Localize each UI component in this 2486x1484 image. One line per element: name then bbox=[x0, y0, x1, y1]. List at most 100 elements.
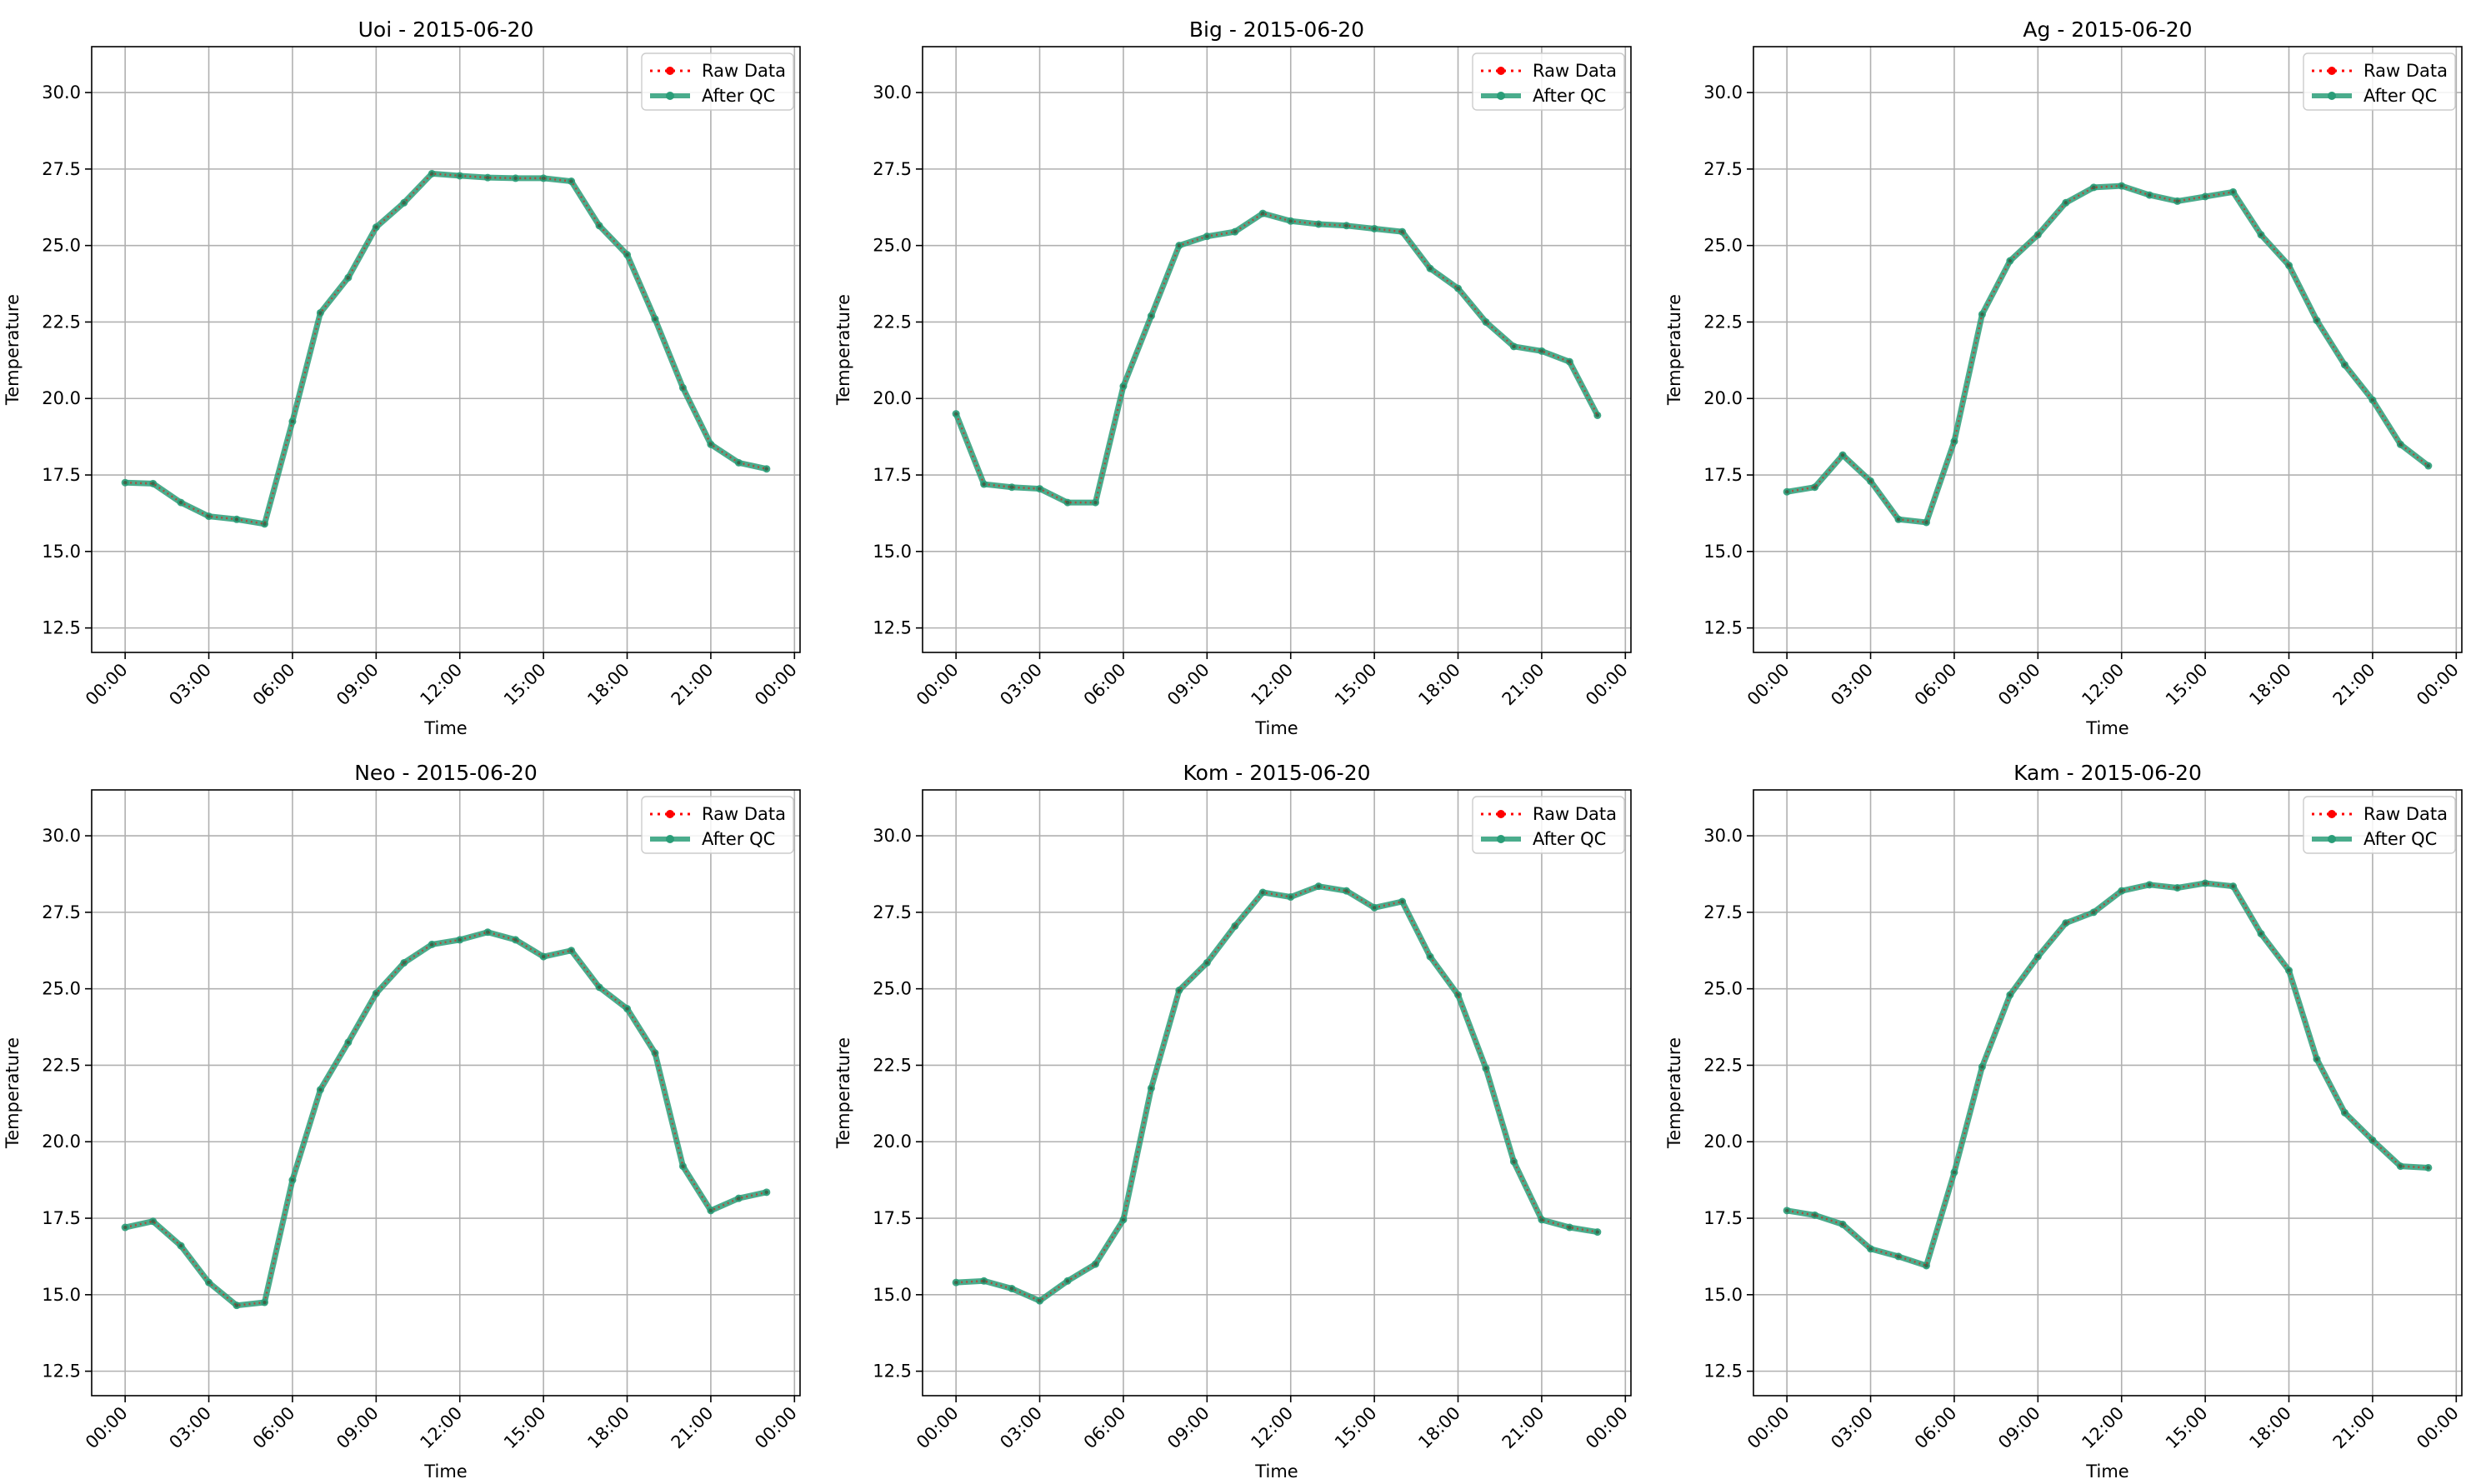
legend-raw-marker bbox=[2328, 810, 2336, 818]
x-tick-label: 09:00 bbox=[1163, 1403, 1213, 1453]
raw-data-point bbox=[485, 175, 490, 180]
chart-title: Ag - 2015-06-20 bbox=[2023, 17, 2192, 42]
x-tick-label: 00:00 bbox=[913, 1403, 963, 1453]
raw-data-point bbox=[1177, 243, 1182, 247]
x-tick-label: 18:00 bbox=[1414, 660, 1464, 710]
x-tick-label: 18:00 bbox=[583, 660, 633, 710]
y-tick-label: 22.5 bbox=[873, 1055, 912, 1075]
raw-data-point bbox=[1456, 992, 1460, 997]
axes-frame bbox=[922, 789, 1632, 1397]
raw-data-point bbox=[1038, 1298, 1042, 1303]
x-tick-label: 18:00 bbox=[1414, 1403, 1464, 1453]
raw-data-point bbox=[1009, 1287, 1014, 1291]
x-tick-label: 00:00 bbox=[751, 660, 801, 710]
legend-raw-marker bbox=[2328, 67, 2336, 75]
raw-data-point bbox=[1093, 1262, 1098, 1267]
y-tick-label: 25.0 bbox=[1703, 979, 1743, 999]
raw-data-point bbox=[1813, 485, 1817, 489]
chart-title: Kom - 2015-06-20 bbox=[1183, 761, 1371, 785]
raw-data-point bbox=[458, 937, 462, 942]
raw-data-point bbox=[708, 1208, 713, 1213]
raw-data-point bbox=[151, 1219, 155, 1223]
raw-data-point bbox=[2258, 232, 2263, 237]
x-tick-label: 00:00 bbox=[913, 660, 963, 710]
raw-data-point bbox=[2175, 886, 2179, 890]
legend-raw-label: Raw Data bbox=[2363, 61, 2448, 81]
chart-title: Big - 2015-06-20 bbox=[1189, 17, 1364, 42]
raw-data-point bbox=[458, 173, 462, 178]
raw-data-point bbox=[1205, 961, 1209, 965]
legend-raw-marker bbox=[1497, 810, 1505, 818]
x-axis-label: Time bbox=[2085, 1462, 2128, 1482]
y-tick-label: 20.0 bbox=[1703, 1132, 1743, 1152]
y-tick-label: 27.5 bbox=[873, 902, 912, 922]
x-tick-label: 21:00 bbox=[2329, 1403, 2379, 1453]
raw-data-point bbox=[2370, 397, 2375, 402]
y-tick-label: 12.5 bbox=[1703, 1362, 1743, 1382]
x-axis-label: Time bbox=[1254, 1462, 1298, 1482]
x-tick-label: 21:00 bbox=[668, 1403, 718, 1453]
y-axis-label: Temperature bbox=[1664, 1037, 1684, 1149]
raw-data-point bbox=[1595, 1230, 1600, 1234]
raw-data-point bbox=[1952, 1170, 1957, 1175]
raw-data-point bbox=[2231, 190, 2235, 194]
x-tick-label: 00:00 bbox=[1582, 1403, 1632, 1453]
y-tick-label: 27.5 bbox=[873, 159, 912, 179]
axes-frame bbox=[922, 46, 1632, 653]
raw-data-point bbox=[1261, 211, 1265, 216]
x-tick-label: 12:00 bbox=[2078, 1403, 2128, 1453]
y-tick-label: 22.5 bbox=[1703, 312, 1743, 332]
raw-data-point bbox=[653, 317, 658, 321]
x-tick-label: 09:00 bbox=[1994, 660, 2044, 710]
x-tick-label: 00:00 bbox=[1743, 660, 1793, 710]
chart-title: Neo - 2015-06-20 bbox=[354, 761, 538, 785]
series-after-qc-line bbox=[953, 210, 1600, 506]
raw-data-point bbox=[2119, 183, 2123, 188]
y-tick-label: 27.5 bbox=[1703, 159, 1743, 179]
x-tick-label: 06:00 bbox=[1911, 660, 1961, 710]
raw-data-point bbox=[569, 948, 573, 952]
legend-qc-marker bbox=[1497, 92, 1505, 100]
raw-data-point bbox=[290, 419, 295, 423]
raw-data-point bbox=[625, 1007, 629, 1011]
y-tick-label: 27.5 bbox=[42, 159, 81, 179]
x-tick-label: 09:00 bbox=[333, 1403, 383, 1453]
y-tick-label: 17.5 bbox=[42, 1208, 81, 1228]
raw-data-point bbox=[374, 991, 378, 996]
y-tick-label: 25.0 bbox=[42, 979, 81, 999]
raw-data-point bbox=[2426, 463, 2431, 468]
raw-data-point bbox=[1539, 1217, 1544, 1222]
raw-data-point bbox=[2119, 888, 2123, 893]
raw-data-point bbox=[2008, 258, 2013, 263]
raw-data-point bbox=[234, 517, 239, 522]
raw-data-point bbox=[541, 176, 546, 181]
legend-qc-label: After QC bbox=[702, 829, 775, 849]
raw-data-point bbox=[2258, 932, 2263, 936]
raw-data-point bbox=[1568, 1225, 1572, 1230]
raw-data-point bbox=[1009, 485, 1014, 489]
raw-data-point bbox=[402, 961, 407, 965]
x-tick-label: 00:00 bbox=[82, 1403, 132, 1453]
raw-data-point bbox=[1868, 479, 1873, 483]
y-tick-label: 30.0 bbox=[1703, 826, 1743, 846]
y-tick-label: 22.5 bbox=[42, 312, 81, 332]
raw-data-point bbox=[953, 1280, 958, 1285]
raw-data-point bbox=[1595, 413, 1600, 417]
raw-data-point bbox=[653, 1051, 658, 1055]
raw-data-point bbox=[2426, 1166, 2431, 1170]
axes-frame bbox=[1753, 46, 2463, 653]
raw-data-point bbox=[430, 172, 434, 176]
raw-data-point bbox=[982, 1279, 986, 1283]
legend: Raw Data After QC bbox=[2303, 52, 2456, 111]
raw-data-point bbox=[681, 1164, 685, 1168]
legend-qc-label: After QC bbox=[1533, 829, 1606, 849]
series-after-qc-line bbox=[125, 170, 768, 527]
raw-data-point bbox=[1896, 517, 1901, 522]
raw-data-point bbox=[2036, 232, 2040, 237]
raw-data-point bbox=[2147, 882, 2152, 887]
y-tick-label: 22.5 bbox=[42, 1055, 81, 1075]
y-axis-label: Temperature bbox=[833, 1037, 853, 1149]
raw-data-point bbox=[1896, 1254, 1901, 1259]
series-after-qc-line bbox=[955, 883, 1598, 1304]
raw-data-point bbox=[1400, 229, 1404, 234]
